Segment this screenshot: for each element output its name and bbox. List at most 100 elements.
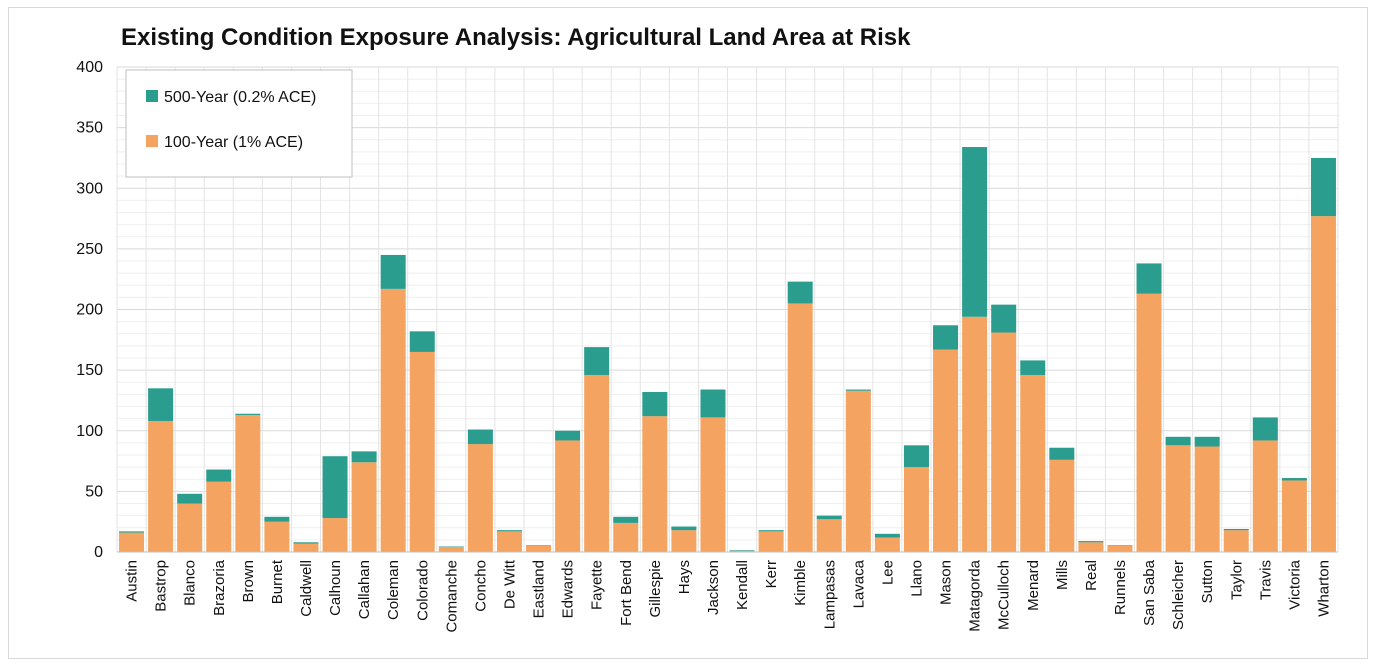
bar-500-year [467,429,493,445]
bar-500-year [816,515,842,520]
legend-label: 100-Year (1% ACE) [164,134,303,151]
bar-500-year [1252,417,1278,441]
x-tick-label: Menard [1025,560,1042,611]
x-tick-label: Kendall [734,560,751,610]
bar-500-year [933,325,959,350]
y-tick-label: 0 [94,544,103,561]
bar-100-year [177,503,203,552]
y-tick-label: 150 [76,362,103,379]
x-tick-label: Burnet [269,559,286,604]
x-tick-label: Kerr [763,560,780,588]
bar-100-year [700,417,726,552]
x-tick-label: Sutton [1199,560,1216,603]
x-tick-label: Concho [472,560,489,612]
bar-500-year [177,493,203,504]
x-tick-label: Colorado [414,560,431,621]
bar-500-year [1107,545,1133,546]
bar-500-year [787,281,813,304]
bar-500-year [235,413,261,415]
x-tick-label: McCulloch [996,560,1013,630]
bar-500-year [1310,157,1336,217]
y-tick-label: 300 [76,180,103,197]
bar-500-year [206,469,232,482]
x-tick-label: Wharton [1315,560,1332,617]
bar-100-year [729,550,755,552]
bar-100-year [787,303,813,552]
bar-500-year [642,391,668,417]
bar-100-year [758,531,784,552]
y-tick-label: 350 [76,120,103,137]
x-tick-label: Runnels [1112,560,1129,615]
bar-100-year [1020,374,1046,552]
x-tick-label: Fort Bend [618,560,635,626]
bar-500-year [613,516,639,523]
bar-100-year [613,522,639,552]
x-tick-label: Matagorda [967,559,984,631]
y-tick-label: 200 [76,302,103,319]
bar-100-year [1165,445,1191,552]
x-tick-label: Mason [938,560,955,605]
x-tick-label: Bastrop [153,560,170,612]
bar-100-year [671,530,697,552]
x-tick-label: Eastland [531,560,548,618]
bar-100-year [293,543,319,552]
x-tick-label: Fayette [589,560,606,610]
bar-100-year [962,316,988,552]
x-tick-label: Blanco [182,560,199,606]
bar-100-year [1223,530,1249,552]
bar-500-year [380,254,406,289]
bar-100-year [467,444,493,552]
x-tick-label: Travis [1257,560,1274,600]
legend: 500-Year (0.2% ACE) 100-Year (1% ACE) [125,69,353,178]
x-tick-label: Llano [908,560,925,597]
bar-500-year [1165,436,1191,446]
x-tick-label: Mills [1054,560,1071,590]
bar-100-year [235,414,261,552]
bar-500-year [496,530,522,532]
legend-box [125,69,353,178]
bar-500-year [1020,360,1046,375]
bar-100-year [1049,459,1075,552]
x-tick-label: Brown [240,560,257,603]
bar-500-year [729,550,755,551]
bar-500-year [1281,478,1307,481]
x-tick-label: Lampasas [821,560,838,629]
bar-500-year [1136,263,1162,294]
bar-500-year [555,430,581,441]
bar-500-year [1223,528,1249,531]
bars-layer [119,147,1336,552]
bar-100-year [816,519,842,552]
bar-100-year [845,390,871,552]
x-tick-label: Brazoria [211,559,228,616]
bar-500-year [264,516,290,522]
x-tick-label: Austin [124,560,141,602]
x-tick-label: Lavaca [850,559,867,608]
x-tick-label: Callahan [356,560,373,619]
bar-500-year [293,542,319,544]
bar-100-year [148,421,174,552]
bar-500-year [903,445,929,468]
legend-label: 500-Year (0.2% ACE) [164,89,316,106]
bar-500-year [962,147,988,317]
bar-100-year [380,288,406,552]
bar-500-year [148,388,174,422]
x-tick-label: Schleicher [1170,560,1187,630]
x-tick-label: Caldwell [298,560,315,617]
legend-swatch [146,135,158,147]
bar-500-year [1078,541,1104,543]
legend-swatch [146,90,158,102]
bar-100-year [1136,293,1162,552]
bar-100-year [264,521,290,552]
bar-500-year [874,533,900,538]
bar-500-year [671,526,697,531]
bar-100-year [526,545,552,552]
x-tick-label: Comanche [443,560,460,633]
y-tick-label: 400 [76,59,103,76]
y-tick-label: 250 [76,241,103,258]
bar-100-year [1252,440,1278,552]
x-tick-label: Coleman [385,560,402,620]
grid-layer [116,66,1339,553]
bar-500-year [1049,447,1075,460]
bar-100-year [496,531,522,552]
bar-100-year [351,462,377,552]
